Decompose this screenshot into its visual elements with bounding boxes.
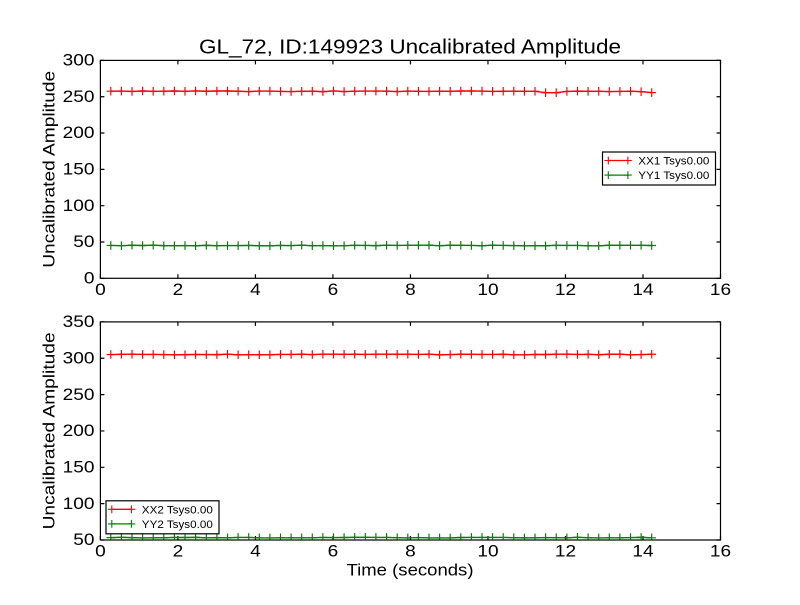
svg-text:250: 250	[63, 87, 95, 106]
svg-text:YY2 Tsys0.00: YY2 Tsys0.00	[142, 519, 213, 531]
svg-text:100: 100	[63, 494, 95, 513]
svg-text:14: 14	[632, 280, 653, 299]
svg-text:4: 4	[250, 542, 261, 561]
svg-text:350: 350	[63, 312, 95, 331]
svg-text:150: 150	[63, 160, 95, 179]
svg-text:2: 2	[173, 280, 184, 299]
svg-text:0: 0	[95, 542, 106, 561]
svg-text:YY1 Tsys0.00: YY1 Tsys0.00	[638, 170, 709, 182]
svg-text:6: 6	[328, 542, 339, 561]
svg-text:12: 12	[555, 280, 576, 299]
svg-text:8: 8	[405, 280, 416, 299]
svg-text:300: 300	[63, 348, 95, 367]
svg-text:50: 50	[73, 530, 94, 549]
svg-text:150: 150	[63, 458, 95, 477]
svg-text:XX2 Tsys0.00: XX2 Tsys0.00	[142, 504, 213, 516]
svg-text:Uncalibrated Amplitude: Uncalibrated Amplitude	[40, 71, 59, 268]
svg-text:8: 8	[405, 542, 416, 561]
svg-text:100: 100	[63, 196, 95, 215]
svg-text:0: 0	[95, 280, 106, 299]
svg-text:50: 50	[73, 232, 94, 251]
svg-text:XX1 Tsys0.00: XX1 Tsys0.00	[638, 156, 709, 168]
svg-text:12: 12	[555, 542, 576, 561]
svg-text:10: 10	[477, 542, 498, 561]
svg-text:6: 6	[328, 280, 339, 299]
svg-text:Time (seconds): Time (seconds)	[347, 561, 474, 580]
svg-text:4: 4	[250, 280, 261, 299]
svg-text:GL_72, ID:149923 Uncalibrated: GL_72, ID:149923 Uncalibrated Amplitude	[199, 36, 621, 58]
svg-text:16: 16	[710, 542, 731, 561]
svg-text:300: 300	[63, 51, 95, 70]
svg-text:2: 2	[173, 542, 184, 561]
svg-text:10: 10	[477, 280, 498, 299]
svg-text:250: 250	[63, 385, 95, 404]
svg-text:200: 200	[63, 421, 95, 440]
svg-text:16: 16	[710, 280, 731, 299]
svg-text:Uncalibrated Amplitude: Uncalibrated Amplitude	[40, 332, 59, 529]
svg-text:14: 14	[632, 542, 653, 561]
svg-text:200: 200	[63, 123, 95, 142]
svg-text:0: 0	[84, 269, 95, 288]
